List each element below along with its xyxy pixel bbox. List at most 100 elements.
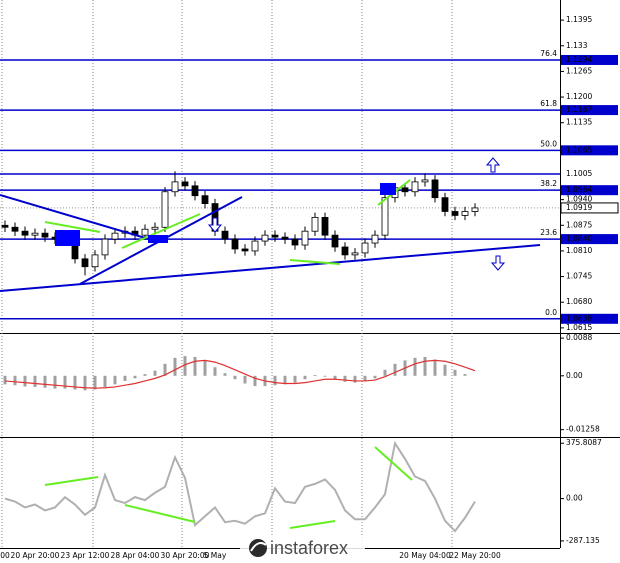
histogram-bar [273,375,277,386]
y-tick-label: 1.0680 [566,297,592,306]
level-label: 1.0840 [566,234,592,243]
candle-body [231,238,239,250]
signal-line [4,359,476,389]
histogram-bar [103,375,107,387]
last-price-label: 1.0919 [566,203,592,212]
y-tick-label: 1.1200 [566,92,592,101]
candle-body [21,230,29,236]
y-tick-label: 1.133 [566,41,588,50]
candle-body [321,216,329,236]
candle-body [41,232,49,238]
candle-body [301,230,309,246]
down-arrow [490,255,506,271]
histogram-bar [213,367,217,376]
divergence-line [289,520,336,529]
x-tick-label: 5 May [204,551,227,560]
candle-body [421,179,429,183]
histogram-bar [393,363,397,376]
y-tick-label: 0.00 [566,371,583,380]
histogram-bar [43,375,47,388]
signal-box [148,235,168,243]
level-label: 1.1065 [566,145,592,154]
histogram-bar [83,375,87,391]
histogram-bar [253,375,257,387]
candle-body [251,240,259,252]
histogram-bar [353,375,357,383]
histogram-bar [33,375,37,387]
y-tick-label: 1.1135 [566,118,592,127]
logo [249,539,267,557]
histogram-bar [63,375,67,389]
histogram-bar [233,375,237,380]
histogram-bar [223,373,227,376]
marks: 1.1395 1.133 1.1265 1.1200 1.1135 1.0940 1.087… [0,15,619,560]
divergence-line [124,504,196,523]
divergence-line [289,259,341,265]
candle-body [201,195,209,204]
histogram-bar [93,375,97,390]
candle-body [381,197,389,236]
histogram-bar [363,375,367,381]
candle-body [31,232,39,236]
signal-box [55,230,80,246]
up-arrow [485,157,501,173]
level-label-box [561,105,618,116]
level-label: 1.0638 [566,314,592,323]
candle-body [411,181,419,193]
last-price-box [560,202,619,214]
candle-body [221,230,229,240]
x-tick-label: 22 May 20:00 [449,551,501,560]
signal-box [380,183,396,195]
histogram-bar [323,375,327,377]
fib-label: 38.2 [540,179,557,188]
level-label-box [561,185,618,196]
candle-body [141,228,149,236]
histogram-bar [243,375,247,384]
level-label-box [561,54,618,65]
y-tick-label: 1.0810 [566,246,592,255]
fib-label: 50.0 [540,139,557,148]
x-tick-label: 30 Apr 20:00 [161,551,210,560]
level-label: 1.1167 [566,105,592,114]
candle-body [111,232,119,240]
y-tick-label: 1.1265 [566,66,592,75]
histogram-bar [423,356,427,376]
candle-body [181,181,189,187]
time-grid [1,0,453,548]
histogram-bar [133,375,137,379]
candle-body [361,242,369,254]
candle-body [461,211,469,216]
level-label-box [561,234,618,245]
candle-body [101,238,109,256]
histogram-bar [143,374,147,376]
candle-body [151,226,159,230]
candle-body [171,181,179,193]
candle-body [431,179,439,199]
fib-label: 76.4 [540,49,557,58]
histogram-bar [13,375,17,386]
y-tick-label: 1.0875 [566,220,592,229]
candle-body [471,207,479,212]
level-label-box [561,145,618,156]
histogram-bar [373,375,377,379]
candle-body [351,252,359,256]
divergence-line [44,221,101,233]
histogram-bar [413,357,417,376]
histogram-bar [193,356,197,376]
y-tick-label: 0.0088 [566,333,592,342]
histogram-bar [283,375,287,385]
y-tick-label: 1.1395 [566,15,592,24]
y-tick-label: 0.00 [566,494,583,503]
histogram-bar [443,364,447,376]
histogram-bar [23,375,27,387]
histogram-bar [73,375,77,390]
candle-body [241,248,249,252]
histogram-bar [383,369,387,376]
trend-line [0,244,541,292]
candle-body [341,246,349,256]
y-tick-label: 375.8087 [566,438,602,447]
candle-body [451,211,459,216]
histogram-bar [203,360,207,376]
candle-body [331,234,339,248]
